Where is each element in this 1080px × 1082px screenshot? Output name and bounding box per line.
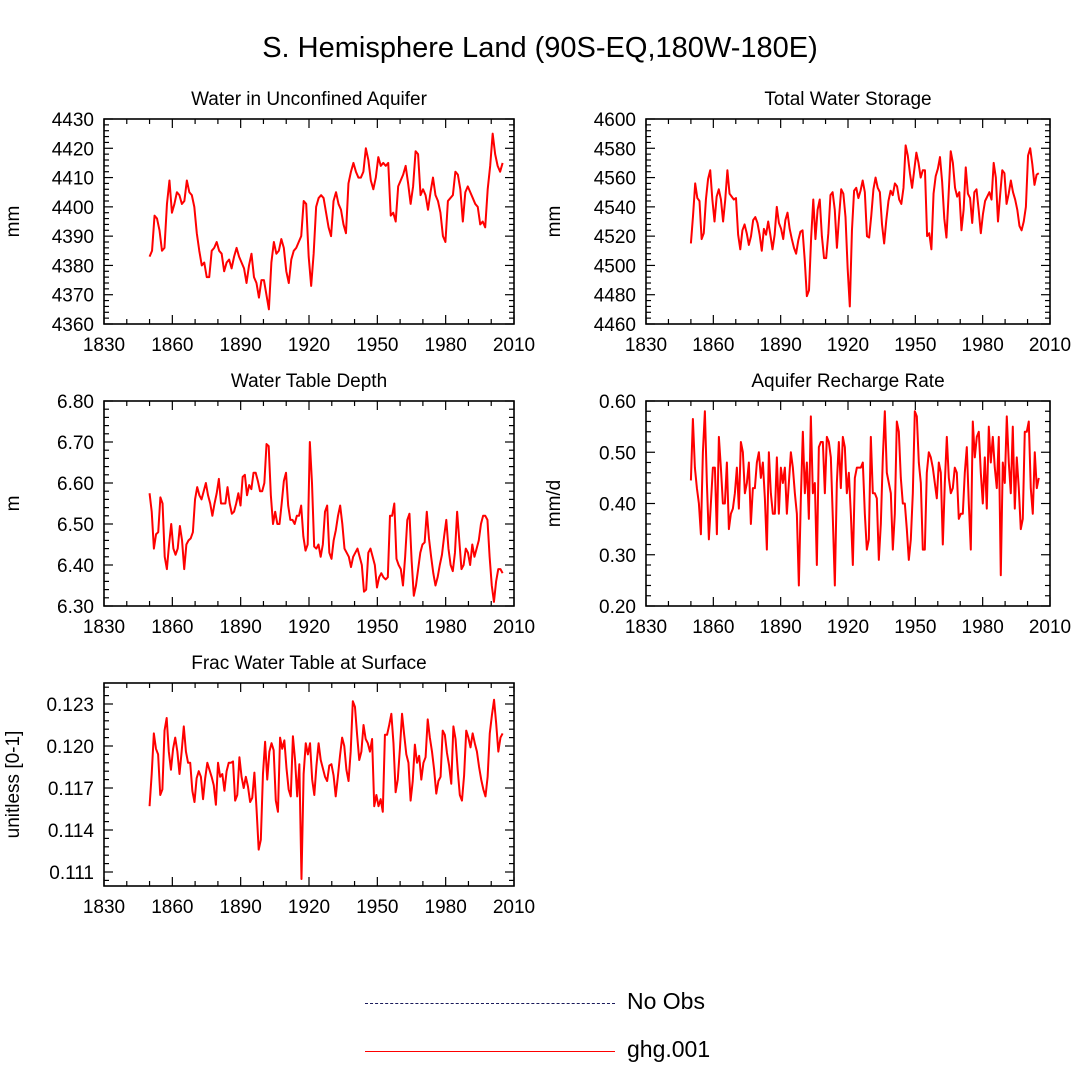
y-axis-label: unitless [0-1] — [3, 731, 24, 839]
x-tick-label: 1980 — [962, 617, 1004, 638]
chart-title: Water Table Depth — [231, 371, 387, 392]
legend-label-ghg: ghg.001 — [627, 1036, 711, 1062]
x-tick-label: 1950 — [356, 617, 398, 638]
y-tick-label: 0.111 — [49, 863, 94, 884]
x-tick-label: 1980 — [425, 617, 467, 638]
x-tick-label: 1860 — [692, 617, 734, 638]
x-tick-label: 1860 — [151, 897, 193, 918]
y-tick-label: 4360 — [52, 315, 94, 336]
x-tick-label: 1950 — [894, 335, 936, 356]
y-tick-label: 6.70 — [57, 433, 94, 454]
chart-panel-4: Aquifer Recharge Rate 1830 1860 1890 1920 195… — [544, 371, 1071, 638]
y-tick-label: 4480 — [594, 286, 636, 307]
y-tick-label: 0.123 — [46, 695, 94, 716]
legend-dashed-line — [365, 1003, 615, 1004]
y-tick-label: 0.30 — [599, 546, 636, 567]
y-tick-label: 0.114 — [48, 821, 95, 842]
x-tick-label: 1890 — [760, 335, 802, 356]
x-tick-label: 1920 — [288, 897, 330, 918]
y-tick-label: 4420 — [52, 139, 94, 160]
y-tick-label: 6.60 — [57, 474, 94, 495]
chart-title: Frac Water Table at Surface — [191, 653, 427, 674]
x-tick-label: 2010 — [1029, 617, 1071, 638]
x-tick-label: 1890 — [220, 335, 262, 356]
x-tick-label: 1830 — [625, 335, 667, 356]
chart-title: Aquifer Recharge Rate — [751, 371, 944, 392]
x-tick-label: 1950 — [894, 617, 936, 638]
legend-solid-line — [365, 1051, 615, 1052]
x-tick-label: 1980 — [962, 335, 1004, 356]
y-tick-label: 4370 — [52, 286, 94, 307]
y-tick-label: 4390 — [52, 227, 94, 248]
x-tick-label: 1860 — [151, 617, 193, 638]
chart-panel-2: Total Water Storage 1830 1860 1890 1920 1950 1… — [544, 89, 1071, 356]
y-tick-label: 4410 — [52, 169, 94, 190]
x-tick-label: 1920 — [827, 335, 869, 356]
x-tick-label: 1980 — [425, 897, 467, 918]
x-tick-label: 2010 — [493, 617, 535, 638]
chart-panel-5: Frac Water Table at Surface 1830 1860 1890 1… — [3, 653, 535, 918]
x-tick-label: 1980 — [425, 335, 467, 356]
y-tick-label: 4520 — [594, 227, 636, 248]
series-line-ghg-001 — [689, 410, 1040, 587]
figure-title: S. Hemisphere Land (90S-EQ,180W-180E) — [262, 32, 818, 64]
x-tick-label: 1830 — [83, 897, 125, 918]
x-tick-label: 1890 — [760, 617, 802, 638]
y-tick-label: 0.120 — [46, 737, 94, 758]
y-tick-label: 4580 — [594, 139, 636, 160]
chart-panel-3: Water Table Depth 1830 1860 1890 1920 1950 198… — [3, 371, 535, 638]
y-tick-label: 6.30 — [57, 597, 94, 618]
x-tick-label: 1830 — [83, 617, 125, 638]
y-tick-label: 0.40 — [599, 495, 636, 516]
x-tick-label: 2010 — [1029, 335, 1071, 356]
x-tick-label: 1920 — [827, 617, 869, 638]
x-tick-label: 1860 — [151, 335, 193, 356]
x-tick-label: 1830 — [625, 617, 667, 638]
legend-label-no-obs: No Obs — [627, 988, 705, 1014]
x-tick-label: 1860 — [692, 335, 734, 356]
y-axis-label: m — [3, 496, 24, 512]
y-axis-label: mm — [544, 206, 565, 238]
x-tick-label: 1920 — [288, 335, 330, 356]
legend-item-ghg: ghg.001 — [365, 1032, 785, 1072]
legend-item-no-obs: No Obs — [365, 984, 785, 1024]
plot-frame — [645, 118, 1051, 325]
y-tick-label: 4560 — [594, 169, 636, 190]
chart-panel-1: Water in Unconfined Aquifer 1830 1860 1890 1… — [3, 89, 535, 356]
series-line-ghg-001 — [148, 698, 504, 880]
plot-frame — [103, 682, 515, 887]
y-tick-label: 0.60 — [599, 392, 636, 413]
x-tick-label: 2010 — [493, 897, 535, 918]
y-tick-label: 4380 — [52, 256, 94, 277]
y-axis-label: mm — [3, 206, 24, 238]
y-tick-label: 6.80 — [57, 392, 94, 413]
y-tick-label: 4430 — [52, 110, 94, 131]
y-tick-label: 6.40 — [57, 556, 94, 577]
series-line-ghg-001 — [148, 132, 504, 311]
y-tick-label: 4400 — [52, 198, 94, 219]
x-tick-label: 1950 — [356, 897, 398, 918]
series-line-ghg-001 — [148, 441, 504, 603]
series-line-ghg-001 — [689, 144, 1040, 308]
chart-title: Water in Unconfined Aquifer — [191, 89, 428, 110]
x-tick-label: 1890 — [220, 897, 262, 918]
x-tick-label: 1830 — [83, 335, 125, 356]
y-tick-label: 4540 — [594, 198, 636, 219]
x-tick-label: 1950 — [356, 335, 398, 356]
x-tick-label: 2010 — [493, 335, 535, 356]
y-tick-label: 0.50 — [599, 443, 636, 464]
y-tick-label: 0.117 — [48, 779, 94, 800]
y-tick-label: 6.50 — [57, 515, 94, 536]
y-tick-label: 0.20 — [599, 597, 636, 618]
chart-title: Total Water Storage — [764, 89, 931, 110]
y-tick-label: 4460 — [594, 315, 636, 336]
y-tick-label: 4500 — [594, 256, 636, 277]
x-tick-label: 1920 — [288, 617, 330, 638]
y-axis-label: mm/d — [544, 480, 565, 528]
x-tick-label: 1890 — [220, 617, 262, 638]
y-tick-label: 4600 — [594, 110, 636, 131]
